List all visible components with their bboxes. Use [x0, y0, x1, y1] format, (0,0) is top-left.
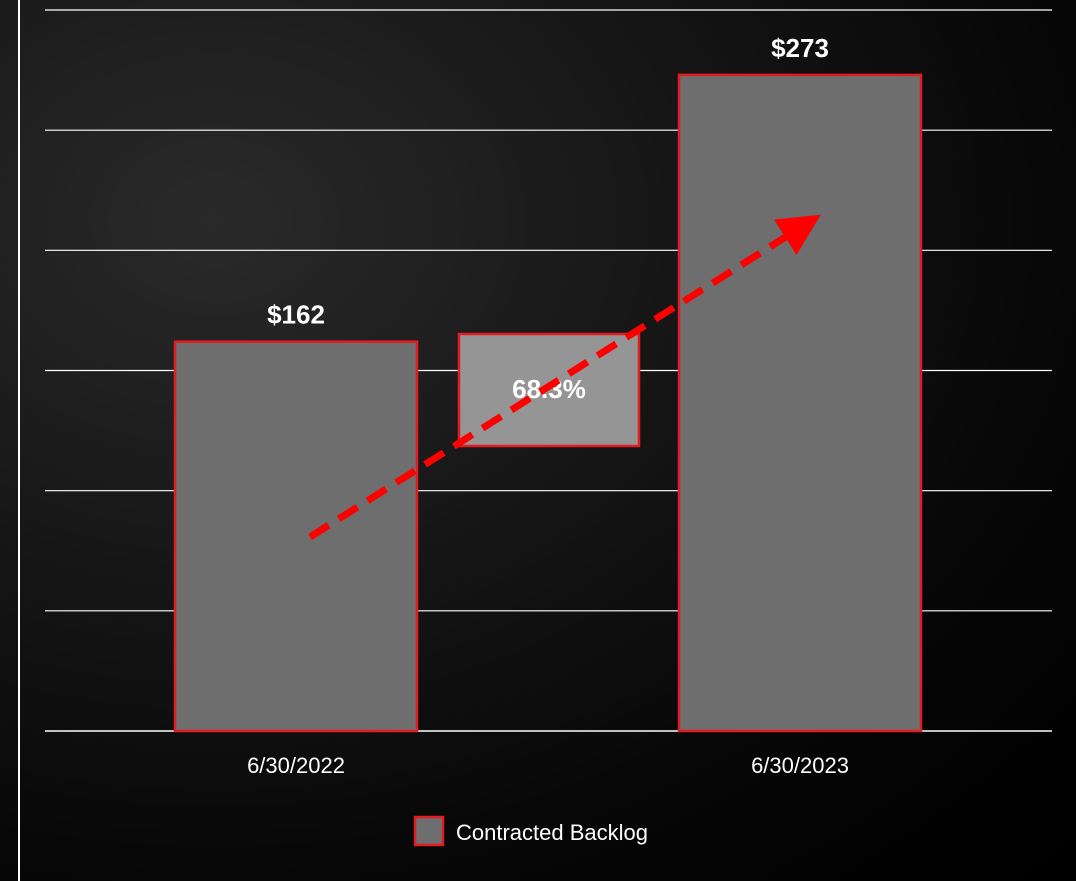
data-label-2: $273 [771, 33, 829, 63]
growth-annotation: 68.3% [308, 214, 821, 540]
data-label-1: $162 [267, 300, 325, 330]
legend-label: Contracted Backlog [456, 820, 648, 845]
bars [173, 73, 923, 733]
frame-border-line [18, 0, 20, 881]
data-labels: $162 $273 [267, 33, 829, 330]
bar-2 [677, 73, 923, 733]
bar-1 [173, 340, 419, 733]
legend-swatch [413, 815, 445, 847]
legend: Contracted Backlog [413, 815, 648, 847]
x-tick-label-2: 6/30/2023 [751, 753, 849, 778]
x-axis-ticks: 6/30/2022 6/30/2023 [247, 753, 849, 778]
growth-arrow [308, 214, 821, 540]
x-tick-label-1: 6/30/2022 [247, 753, 345, 778]
